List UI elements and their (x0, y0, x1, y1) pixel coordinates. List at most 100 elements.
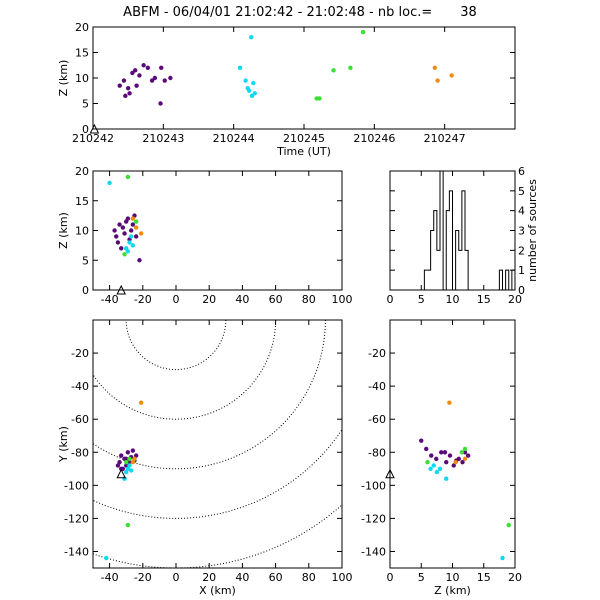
title-time-range: 21:02:42 - 21:02:48 (235, 5, 365, 20)
data-point-orange (453, 459, 458, 465)
data-point-purple (168, 75, 173, 81)
data-point-purple (424, 446, 429, 452)
title-sep-1: - (160, 5, 173, 20)
x-tick-label: -20 (134, 293, 152, 306)
y-tick-label: 20 (75, 165, 89, 178)
data-point-purple (130, 70, 135, 76)
title-date: 06/04/01 (173, 5, 231, 20)
data-point-purple (145, 65, 151, 71)
data-point-purple (451, 463, 456, 468)
chart-panels: 210242 210243 210244 210245 210246 2102470510… (57, 21, 539, 597)
title-count: 38 (460, 5, 477, 20)
data-point-cyan (124, 469, 129, 475)
data-point-cyan (251, 80, 256, 86)
histogram-step (390, 170, 516, 291)
y-tick-label: 0 (82, 284, 89, 297)
data-point-purple (128, 228, 134, 233)
data-point-cyan (128, 468, 134, 473)
histogram-bin (459, 250, 462, 290)
y-tick-label: 10 (75, 72, 89, 85)
data-point-orange (138, 400, 144, 405)
range-ring (93, 320, 326, 470)
data-point-cyan (125, 466, 131, 471)
x-axis-label: Z (km) (434, 584, 471, 597)
x-tick-label: 0 (173, 571, 180, 584)
x-tick-label: -20 (134, 571, 152, 584)
data-point-purple (124, 463, 129, 468)
x-tick-label: 15 (477, 571, 491, 584)
data-point-purple (119, 246, 124, 251)
data-point-cyan (500, 555, 505, 561)
title-sep-2: - (365, 5, 378, 20)
data-point-purple (460, 459, 465, 465)
data-point-cyan (237, 65, 243, 71)
data-point-purple (125, 450, 131, 455)
data-point-green (317, 96, 322, 101)
data-point-purple (447, 453, 453, 458)
y-tick-label: -80 (368, 446, 386, 459)
y-tick-label: 2 (518, 244, 525, 257)
x-height-panel: -40 -20 0 20 40 60 80 100 0 5 10 15 20 Z (km) (57, 165, 353, 306)
x-tick-label: 0 (173, 293, 180, 306)
data-point-purple (124, 456, 129, 462)
y-tick-label: -100 (361, 479, 386, 492)
y-tick-label: 5 (82, 254, 89, 267)
data-points (104, 400, 144, 561)
histogram-bin (428, 270, 431, 290)
x-tick-label: 210246 (353, 132, 395, 145)
time-height-panel: 210242 210243 210244 210245 210246 210247 0 5 10… (57, 21, 516, 158)
data-point-purple (158, 101, 163, 106)
data-point-purple (429, 453, 434, 458)
data-point-orange (133, 225, 139, 230)
y-tick-label: -60 (368, 413, 386, 426)
y-tick-label: 0 (82, 123, 89, 136)
data-point-orange (432, 65, 438, 71)
data-point-purple (125, 216, 131, 221)
data-point-purple (137, 258, 142, 263)
data-point-orange (447, 400, 452, 405)
y-tick-label: -20 (368, 347, 386, 360)
y-tick-label: -100 (64, 479, 89, 492)
y-tick-label: 10 (75, 225, 89, 238)
y-tick-label: 15 (75, 47, 89, 60)
y-tick-label: -20 (71, 347, 89, 360)
x-tick-label: 0 (387, 293, 394, 306)
title-prefix: ABFM (123, 5, 160, 20)
data-point-purple (120, 225, 126, 230)
y-tick-label: 5 (518, 185, 525, 198)
x-tick-label: 10 (446, 571, 460, 584)
y-tick-label: -60 (71, 413, 89, 426)
x-tick-label: 40 (235, 293, 249, 306)
data-point-purple (159, 65, 164, 71)
y-tick-label: -40 (368, 380, 386, 393)
data-points (107, 174, 144, 263)
data-point-purple (117, 83, 122, 88)
title-count-label: nb loc.= (378, 5, 432, 20)
x-tick-label: 210242 (72, 132, 114, 145)
data-point-purple (419, 438, 424, 443)
y-axis-label: Z (km) (57, 60, 70, 97)
range-ring (93, 428, 342, 519)
data-point-cyan (127, 240, 132, 245)
data-point-purple (112, 228, 117, 233)
data-point-purple (434, 456, 439, 462)
data-point-purple (115, 240, 121, 245)
data-point-cyan (243, 78, 248, 83)
data-point-cyan (246, 88, 252, 93)
data-point-purple (114, 234, 119, 239)
data-point-cyan (249, 35, 254, 40)
x-tick-label: 80 (302, 293, 316, 306)
data-point-purple (125, 86, 131, 91)
x-tick-label: -40 (101, 571, 119, 584)
plan-view-panel: -40 -20 0 20 40 60 80 100 -140 -120 -100 -80 -60 -40 -… (57, 319, 353, 597)
x-axis-label: X (km) (199, 584, 236, 597)
data-point-purple (141, 63, 146, 68)
y-tick-label: -80 (71, 446, 89, 459)
data-point-green (122, 252, 127, 257)
x-tick-label: 5 (418, 293, 425, 306)
data-point-purple (162, 78, 167, 83)
data-point-orange (462, 456, 468, 462)
data-point-green (125, 522, 131, 528)
data-point-green (331, 68, 336, 73)
data-point-cyan (437, 466, 443, 471)
